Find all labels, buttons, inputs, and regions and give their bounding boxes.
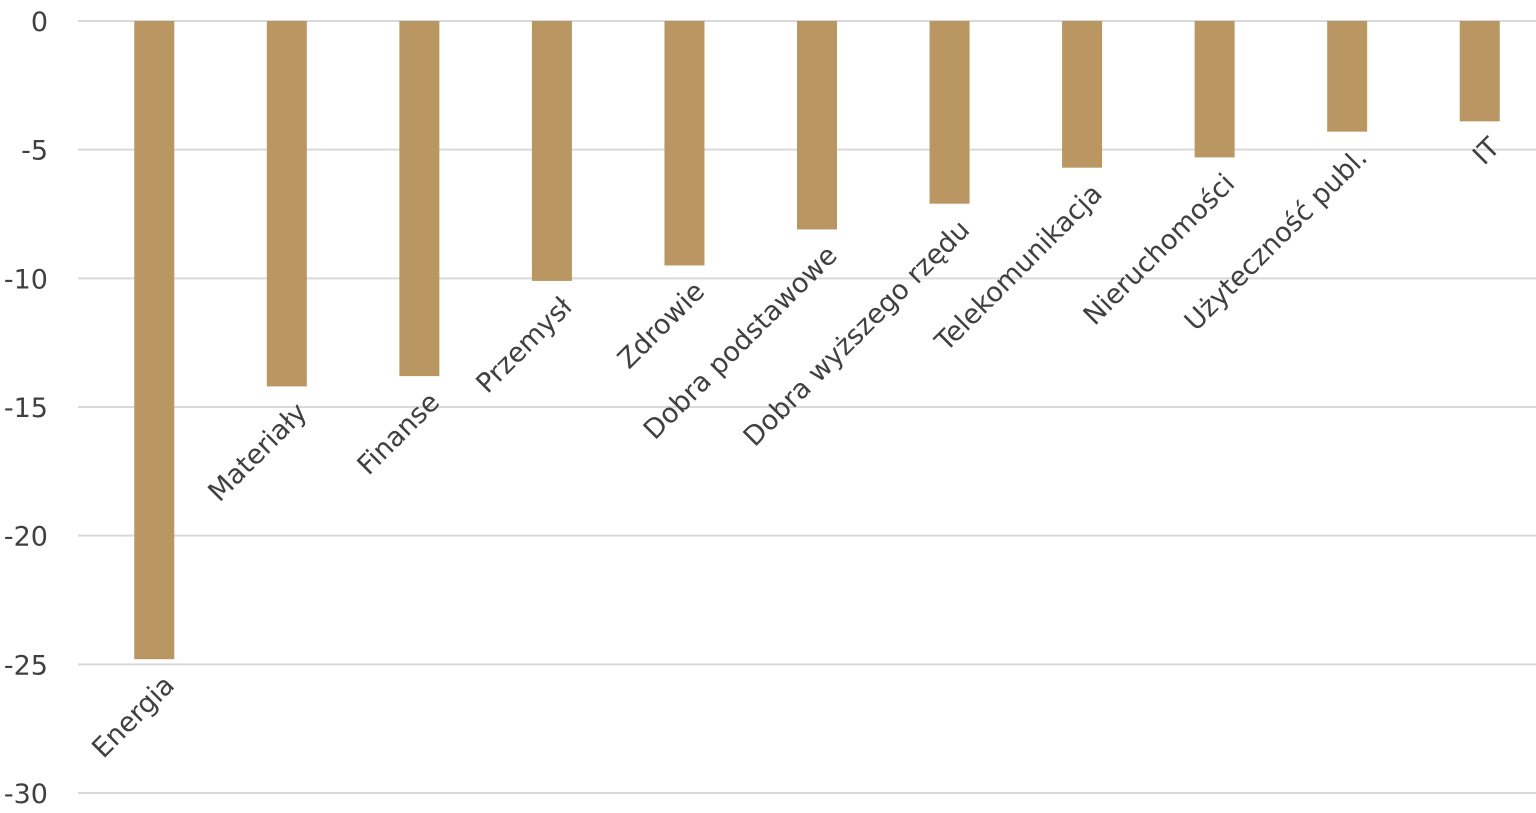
- y-tick-label: -15: [4, 393, 48, 424]
- bar: [1327, 21, 1368, 132]
- y-axis-tick-labels: 0 -5 -10 -15 -20 -25 -30: [4, 7, 48, 810]
- category-label: Energia: [86, 670, 180, 764]
- category-label: Przemysł: [470, 291, 578, 399]
- bar: [1062, 21, 1103, 168]
- category-label: Telekomunikacja: [929, 178, 1109, 358]
- category-label: Użyteczność publ.: [1179, 142, 1374, 337]
- bar: [1194, 21, 1235, 158]
- category-label: Dobra podstawowe: [638, 240, 844, 446]
- y-tick-label: -5: [21, 136, 48, 167]
- y-tick-label: 0: [31, 7, 48, 38]
- bar: [664, 21, 705, 266]
- bar: [929, 21, 970, 204]
- y-tick-label: -25: [4, 650, 48, 681]
- bar: [399, 21, 440, 377]
- bars: [134, 21, 1500, 660]
- bar: [1459, 21, 1500, 122]
- bar: [134, 21, 175, 660]
- y-tick-label: -30: [4, 779, 48, 810]
- gridlines: [78, 20, 1536, 794]
- category-label: Zdrowie: [612, 276, 711, 375]
- bar: [531, 21, 572, 281]
- y-tick-label: -10: [4, 264, 48, 295]
- category-label: Finanse: [351, 387, 445, 481]
- category-label: IT: [1467, 132, 1507, 172]
- bar: [797, 21, 837, 230]
- category-label: Materiały: [202, 397, 313, 508]
- y-tick-label: -20: [4, 522, 48, 553]
- bar: [266, 21, 307, 387]
